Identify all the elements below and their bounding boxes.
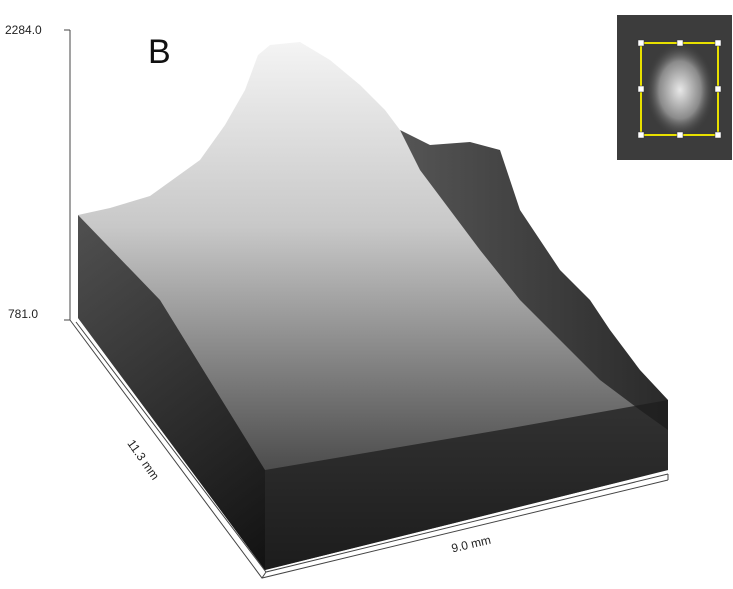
z-max-label: 2284.0 [5, 23, 42, 37]
x-axis-label: 9.0 mm [450, 533, 492, 556]
inset-image [617, 15, 732, 160]
page: 2284.0 781.0 B 11.3 mm 9.0 mm (() => { c… [0, 0, 733, 589]
surface [78, 42, 668, 570]
inset-glow [645, 42, 715, 138]
surface-figure: 2284.0 781.0 B 11.3 mm 9.0 mm [0, 0, 733, 589]
y-axis-label: 11.3 mm [124, 437, 162, 483]
panel-label: B [148, 33, 171, 71]
z-min-label: 781.0 [8, 307, 38, 321]
